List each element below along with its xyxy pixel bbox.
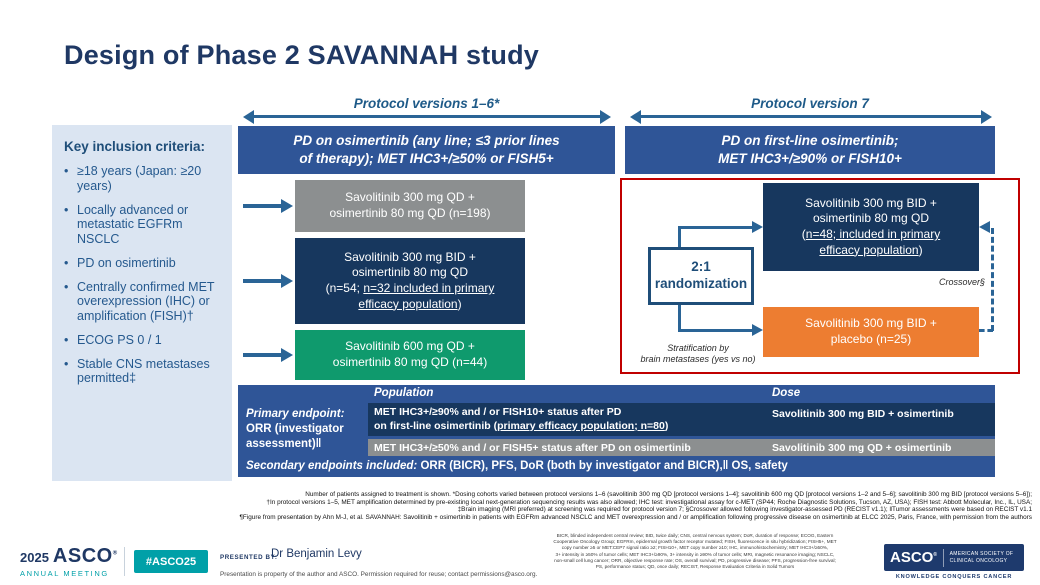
bullet-icon: • [64,279,69,294]
eligibility-banner-v1-6: PD on osimertinib (any line; ≤3 prior li… [238,126,615,174]
protocol-v7-header: Protocol version 7 [751,96,869,111]
eligibility-banner-v7: PD on first-line osimertinib; MET IHC3+/… [625,126,995,174]
column-header-population: Population [374,387,434,399]
divider [124,547,125,576]
crossover-dashed-line [991,228,994,331]
arrowhead-icon [979,221,990,233]
bullet-icon: • [64,202,69,217]
presented-by-label: PRESENTED BY: [220,554,278,561]
asco-tagline: KNOWLEDGE CONQUERS CANCER [895,574,1013,580]
population-cell: MET IHC3+/≥50% and / or FISH5+ status af… [374,442,691,454]
stratification-note: Stratification by brain metastases (yes … [640,343,756,364]
crossover-label: Crossover§ [938,277,985,287]
table-row: MET IHC3+/≥50% and / or FISH5+ status af… [368,439,995,456]
divider [943,548,944,567]
arrow-icon [243,204,283,208]
abbreviations-block: BICR, blinded independent central review… [553,533,837,570]
inclusion-criteria-list: • ≥18 years (Japan: ≥20 years) • Locally a… [64,164,224,386]
inclusion-criteria-title: Key inclusion criteria: [64,139,206,154]
arm-box-savolitinib-300qd: Savolitinib 300 mg QD + osimertinib 80 m… [295,180,525,232]
asco-annual-meeting-logo: 2025 ASCO® ANNUAL MEETING [20,545,118,578]
crossover-dashed-line [979,329,993,332]
footnotes: Number of patients assigned to treatment… [239,491,1033,522]
presenter-name: Dr Benjamin Levy [271,548,362,560]
arrowhead-icon [281,348,293,362]
arrowhead-icon [281,199,293,213]
double-arrow-icon [243,109,611,124]
inclusion-criteria-panel: Key inclusion criteria: • ≥18 years (Japa… [52,125,232,481]
arm-box-savolitinib-300bid: Savolitinib 300 mg BID + osimertinib 80 … [295,238,525,324]
primary-endpoint-label: Primary endpoint: ORR (investigator asse… [246,408,345,450]
connector-line [678,329,754,332]
population-cell: MET IHC3+/≥90% and / or FISH10+ status a… [374,406,669,432]
arrowhead-icon [281,274,293,288]
double-arrow-icon [630,109,992,124]
bullet-icon: • [64,164,69,178]
permission-notice: Presentation is property of the author a… [220,571,538,578]
arrow-icon [243,279,283,283]
bullet-icon: • [64,356,69,371]
bullet-icon: • [64,332,69,347]
table-row: MET IHC3+/≥90% and / or FISH10+ status a… [368,403,995,436]
connector-line [678,304,681,331]
list-item: • ≥18 years (Japan: ≥20 years) [64,164,202,193]
hashtag-badge: #ASCO25 [134,550,208,573]
connector-line [678,226,754,229]
arrowhead-icon [752,221,763,233]
arrow-icon [243,353,283,357]
arm-box-savolitinib-bid-placebo: Savolitinib 300 mg BID + placebo (n=25) [763,307,979,357]
randomization-box: 2:1 randomization [648,247,754,305]
list-item: • Locally advanced or metastatic EGFRm NS… [64,202,189,247]
list-item: • ECOG PS 0 / 1 [64,332,162,347]
list-item: • PD on osimertinib [64,255,176,270]
secondary-endpoints-bar: Secondary endpoints included: ORR (BICR)… [246,460,788,472]
dose-cell: Savolitinib 300 mg QD + osimertinib [772,442,952,454]
arm-box-savolitinib-bid-osimertinib: Savolitinib 300 mg BID + osimertinib 80 … [763,183,979,271]
column-header-dose: Dose [772,387,801,399]
protocol-v1-6-header: Protocol versions 1–6* [353,96,500,111]
connector-line [678,227,681,248]
list-item: • Stable CNS metastases permitted‡ [64,356,210,386]
dose-cell: Savolitinib 300 mg BID + osimertinib [772,408,954,420]
arm-box-savolitinib-600qd: Savolitinib 600 mg QD + osimertinib 80 m… [295,330,525,380]
page-title: Design of Phase 2 SAVANNAH study [64,40,539,70]
bullet-icon: • [64,255,69,270]
arrowhead-icon [752,324,763,336]
list-item: • Centrally confirmed MET overexpression … [64,279,215,324]
asco-logo: ASCO® AMERICAN SOCIETY OF CLINICAL ONCOL… [884,544,1024,571]
